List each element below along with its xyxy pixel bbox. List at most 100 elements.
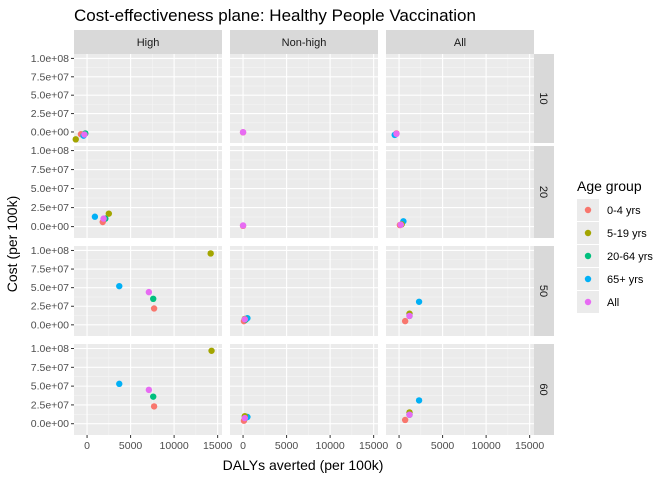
facet-strip-label: All <box>454 37 466 49</box>
x-tick-label: 0 <box>240 440 246 452</box>
y-tick-label: 5.0e+07 <box>31 282 69 294</box>
facet-strip-label: 60 <box>537 383 549 395</box>
data-point <box>150 393 157 400</box>
legend-label: 65+ yrs <box>607 274 644 286</box>
chart-title: Cost-effectiveness plane: Healthy People… <box>74 6 476 25</box>
legend-label: All <box>607 297 619 309</box>
facet-strip-row: 20 <box>534 146 554 238</box>
data-point <box>401 416 409 424</box>
y-tick-label: 2.5e+07 <box>31 301 69 313</box>
y-tick-label: 1.0e+08 <box>31 343 69 355</box>
legend-swatch <box>584 298 592 306</box>
y-tick-label: 1.0e+08 <box>31 145 69 157</box>
data-point <box>401 317 409 325</box>
data-point <box>91 213 99 220</box>
legend-item: 20-64 yrs <box>577 245 653 267</box>
data-point <box>145 288 153 296</box>
facet-strip-label: High <box>137 37 160 49</box>
facet-panel <box>386 146 534 238</box>
y-tick-label: 5.0e+07 <box>31 381 69 393</box>
y-axis-label: Cost (per 100k) <box>4 196 20 292</box>
facet-panel <box>74 246 222 336</box>
x-tick-label: 10000 <box>316 440 345 452</box>
data-point <box>393 130 400 138</box>
data-point <box>116 380 123 388</box>
y-tick-label: 7.5e+07 <box>31 71 69 83</box>
facet-panel <box>386 54 534 143</box>
legend-swatch <box>584 275 592 283</box>
data-point <box>116 282 123 290</box>
legend: Age group 0-4 yrs 5-19 yrs 20-64 yrs 65+ yr… <box>577 178 653 313</box>
facet-panel <box>386 344 534 435</box>
legend-swatch <box>584 229 592 237</box>
data-point <box>415 298 423 305</box>
y-tick-label: 0.0e+00 <box>31 319 69 331</box>
legend-item: All <box>577 291 619 313</box>
data-point <box>239 128 247 136</box>
data-point <box>100 215 107 222</box>
data-point <box>81 131 88 138</box>
x-tick-label: 15000 <box>515 440 544 452</box>
y-tick-label: 0.0e+00 <box>31 221 69 233</box>
data-point <box>239 222 247 229</box>
facet-strip-row: 10 <box>534 54 554 143</box>
data-point <box>207 250 214 257</box>
facet-strip-col: All <box>386 30 534 54</box>
legend-item: 0-4 yrs <box>577 199 641 221</box>
facet-strip-row: 50 <box>534 246 554 336</box>
y-tick-label: 2.5e+07 <box>31 202 69 214</box>
x-tick-label: 5000 <box>119 440 143 452</box>
legend-label: 0-4 yrs <box>607 205 641 217</box>
data-point <box>415 397 423 404</box>
legend-title: Age group <box>577 178 642 194</box>
data-point <box>406 411 413 418</box>
y-tick-label: 1.0e+08 <box>31 53 69 65</box>
x-tick-label: 0 <box>84 440 90 452</box>
data-point <box>72 136 79 143</box>
y-tick-label: 5.0e+07 <box>31 183 69 195</box>
x-tick-label: 15000 <box>359 440 388 452</box>
facet-strip-col: High <box>74 30 222 54</box>
facet-strip-label: Non-high <box>282 37 327 49</box>
x-tick-label: 15000 <box>203 440 232 452</box>
x-tick-label: 0 <box>396 440 402 452</box>
x-tick-label: 5000 <box>431 440 455 452</box>
data-point <box>208 347 215 354</box>
legend-label: 20-64 yrs <box>607 251 653 263</box>
facet-panel <box>230 54 378 143</box>
legend-item: 65+ yrs <box>577 268 644 290</box>
y-tick-label: 2.5e+07 <box>31 108 69 120</box>
data-point <box>150 305 158 312</box>
y-tick-label: 2.5e+07 <box>31 399 69 411</box>
facet-panel <box>74 344 222 435</box>
y-tick-label: 0.0e+00 <box>31 418 69 430</box>
data-point <box>241 316 248 323</box>
data-point <box>406 312 413 320</box>
legend-swatch <box>584 252 592 260</box>
data-point <box>150 403 158 410</box>
y-tick-label: 7.5e+07 <box>31 362 69 374</box>
legend-label: 5-19 yrs <box>607 228 647 240</box>
facet-panels: High Non-high All 10 0.0e+00 2.5e+07 5.0e+07 7.… <box>31 30 554 452</box>
y-tick-label: 1.0e+08 <box>31 245 69 257</box>
facet-strip-row: 60 <box>534 344 554 435</box>
facet-panel <box>74 146 222 238</box>
x-tick-label: 10000 <box>160 440 189 452</box>
legend-item: 5-19 yrs <box>577 222 647 244</box>
legend-swatch <box>584 206 592 214</box>
x-tick-label: 10000 <box>472 440 501 452</box>
data-point <box>145 386 153 394</box>
facet-strip-label: 50 <box>537 285 549 297</box>
facet-panel <box>72 54 222 143</box>
facet-strip-col: Non-high <box>230 30 378 54</box>
facet-strip-label: 10 <box>537 92 549 104</box>
facet-panel <box>386 246 534 336</box>
data-point <box>150 295 157 303</box>
facet-strip-label: 20 <box>537 186 549 198</box>
y-tick-label: 7.5e+07 <box>31 264 69 276</box>
facet-panel <box>230 246 378 336</box>
y-tick-label: 0.0e+00 <box>31 126 69 138</box>
data-point <box>397 221 404 228</box>
facet-panel <box>230 344 378 435</box>
